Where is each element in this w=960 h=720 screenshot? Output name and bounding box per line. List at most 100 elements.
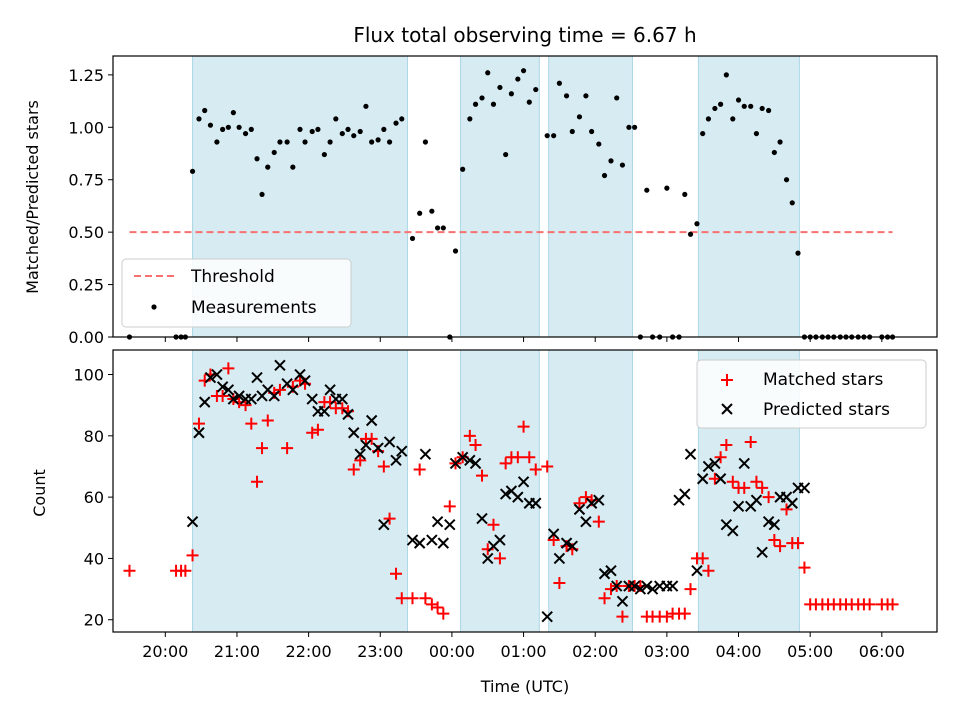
measurement-point <box>254 156 260 162</box>
measurement-point <box>214 139 220 145</box>
predicted-star-point <box>204 371 217 384</box>
matched-star-point <box>791 537 804 550</box>
predicted-star-point <box>227 393 240 405</box>
measurement-point <box>345 126 351 132</box>
matched-star-point <box>541 460 554 473</box>
measurement-point <box>741 103 747 109</box>
measurement-point <box>230 110 236 116</box>
matched-star-point <box>383 512 396 525</box>
measurement-point <box>682 191 688 198</box>
predicted-star-point <box>464 454 476 467</box>
measurement-point <box>409 235 416 242</box>
matched-star-point <box>720 439 733 452</box>
matched-star-point <box>573 497 586 510</box>
measurement-point <box>533 86 539 93</box>
matched-star-point <box>702 564 715 577</box>
measurement-point <box>777 139 783 145</box>
measurement-point <box>417 210 423 216</box>
matched-star-point <box>123 564 136 577</box>
matched-star-point <box>774 540 787 553</box>
measurement-point <box>297 126 303 132</box>
matched-star-point <box>762 491 775 504</box>
measurement-point <box>207 122 214 128</box>
matched-star-point <box>714 451 727 464</box>
matched-star-point <box>780 503 793 516</box>
measurement-point <box>225 124 231 130</box>
matched-star-point <box>547 534 560 547</box>
predicted-star-point <box>426 534 438 546</box>
measurement-point <box>351 133 357 139</box>
predicted-star-point <box>634 583 647 595</box>
top-legend: Threshold Measurements <box>121 258 352 328</box>
bottom-y-axis-label: Count <box>30 469 49 517</box>
predicted-star-point <box>499 488 512 500</box>
legend-matched-label: Matched stars <box>763 370 883 390</box>
predicted-star-point <box>199 396 211 408</box>
predicted-star-point <box>762 515 775 528</box>
measurement-point <box>327 139 333 145</box>
measurement-point <box>503 151 509 158</box>
matched-star-point <box>768 534 781 547</box>
measurement-point <box>700 130 706 137</box>
predicted-star-point <box>530 497 542 509</box>
bottom-x-tick-label: 05:00 <box>787 642 833 661</box>
predicted-star-point <box>216 381 229 393</box>
matched-star-point <box>406 592 419 605</box>
measurement-point <box>619 162 626 168</box>
bottom-x-tick-label: 01:00 <box>501 642 547 661</box>
predicted-star-point <box>211 368 223 381</box>
predicted-star-point <box>593 494 605 506</box>
predicted-star-point <box>342 408 354 421</box>
bottom-axes-frame <box>112 349 938 633</box>
predicted-star-point <box>406 534 419 546</box>
predicted-star-point <box>324 384 336 396</box>
predicted-star-point <box>691 564 703 577</box>
measurement-point <box>363 103 369 109</box>
bottom-x-tick-label: 06:00 <box>859 642 905 661</box>
measurement-point <box>569 128 575 135</box>
measurement-point <box>626 124 632 130</box>
matched-star-point <box>192 417 205 430</box>
predicted-star-point <box>437 537 450 549</box>
predicted-star-point <box>605 564 617 577</box>
measurement-point <box>440 225 446 231</box>
measurement-point <box>712 105 718 112</box>
legend-measurements-swatch <box>151 304 157 310</box>
predicted-star-point <box>365 414 378 427</box>
measurement-point <box>556 80 562 86</box>
bottom-y-tick-label: 80 <box>84 427 104 446</box>
matched-star-point <box>443 500 456 513</box>
bottom-y-ticks: 20 40 60 80 100 <box>73 366 113 630</box>
matched-star-point <box>469 439 482 452</box>
matched-star-point <box>347 463 360 476</box>
measurement-point <box>321 151 327 158</box>
measurement-point <box>290 164 296 170</box>
predicted-star-point <box>611 580 623 592</box>
predicted-star-point <box>727 525 739 537</box>
top-y-axis-label: Matched/Predicted stars <box>23 100 42 294</box>
measurement-point <box>399 116 405 122</box>
top-y-ticks: 0.00 0.25 0.50 0.75 1.00 1.25 <box>68 66 113 347</box>
predicted-star-point <box>666 580 679 592</box>
measurement-point <box>694 221 700 227</box>
predicted-star-point <box>696 473 709 485</box>
predicted-star-point <box>517 476 530 488</box>
measurement-point <box>302 139 308 145</box>
measurement-point <box>386 139 393 145</box>
measurement-point <box>718 101 724 107</box>
measurement-point <box>664 185 670 191</box>
measurement-point <box>705 116 712 122</box>
predicted-star-point <box>714 473 727 485</box>
predicted-star-point <box>274 359 286 372</box>
measurement-point <box>730 116 736 122</box>
bottom-x-tick-label: 04:00 <box>715 642 761 661</box>
measurement-point <box>795 250 801 256</box>
predicted-star-point <box>390 454 402 467</box>
predicted-star-point <box>299 374 311 387</box>
measurement-point <box>583 93 589 99</box>
matched-star-point <box>616 610 629 623</box>
measurement-point <box>614 95 620 101</box>
measurement-point <box>429 208 435 214</box>
measurement-point <box>551 133 557 139</box>
